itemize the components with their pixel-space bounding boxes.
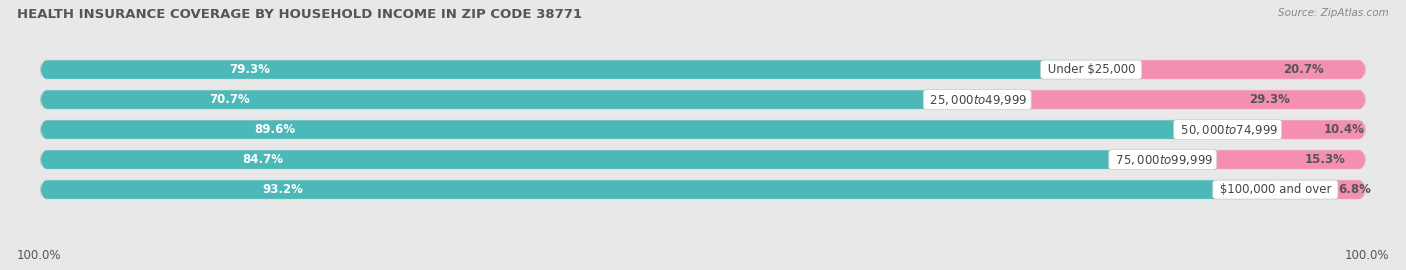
Text: 79.3%: 79.3%: [229, 63, 270, 76]
FancyBboxPatch shape: [41, 60, 1091, 79]
Text: $50,000 to $74,999: $50,000 to $74,999: [1177, 123, 1278, 137]
FancyBboxPatch shape: [1163, 150, 1365, 169]
Text: 10.4%: 10.4%: [1324, 123, 1365, 136]
Text: 93.2%: 93.2%: [263, 183, 304, 196]
FancyBboxPatch shape: [977, 90, 1365, 109]
Text: $100,000 and over: $100,000 and over: [1216, 183, 1334, 196]
Text: 100.0%: 100.0%: [17, 249, 62, 262]
FancyBboxPatch shape: [41, 90, 1365, 109]
Text: 89.6%: 89.6%: [254, 123, 295, 136]
Text: $25,000 to $49,999: $25,000 to $49,999: [927, 93, 1028, 107]
FancyBboxPatch shape: [1227, 120, 1365, 139]
FancyBboxPatch shape: [41, 60, 1365, 79]
FancyBboxPatch shape: [41, 120, 1227, 139]
Text: 20.7%: 20.7%: [1284, 63, 1324, 76]
FancyBboxPatch shape: [1275, 180, 1365, 199]
Text: 100.0%: 100.0%: [1344, 249, 1389, 262]
Text: $75,000 to $99,999: $75,000 to $99,999: [1112, 153, 1213, 167]
Text: 29.3%: 29.3%: [1249, 93, 1289, 106]
Text: 15.3%: 15.3%: [1305, 153, 1346, 166]
FancyBboxPatch shape: [41, 180, 1365, 199]
Text: Under $25,000: Under $25,000: [1043, 63, 1139, 76]
FancyBboxPatch shape: [41, 180, 1275, 199]
FancyBboxPatch shape: [41, 120, 1365, 139]
Text: 6.8%: 6.8%: [1339, 183, 1371, 196]
Text: Source: ZipAtlas.com: Source: ZipAtlas.com: [1278, 8, 1389, 18]
Text: 84.7%: 84.7%: [243, 153, 284, 166]
FancyBboxPatch shape: [1091, 60, 1365, 79]
FancyBboxPatch shape: [41, 150, 1163, 169]
FancyBboxPatch shape: [41, 90, 977, 109]
Text: 70.7%: 70.7%: [209, 93, 250, 106]
Text: HEALTH INSURANCE COVERAGE BY HOUSEHOLD INCOME IN ZIP CODE 38771: HEALTH INSURANCE COVERAGE BY HOUSEHOLD I…: [17, 8, 582, 21]
FancyBboxPatch shape: [41, 150, 1365, 169]
